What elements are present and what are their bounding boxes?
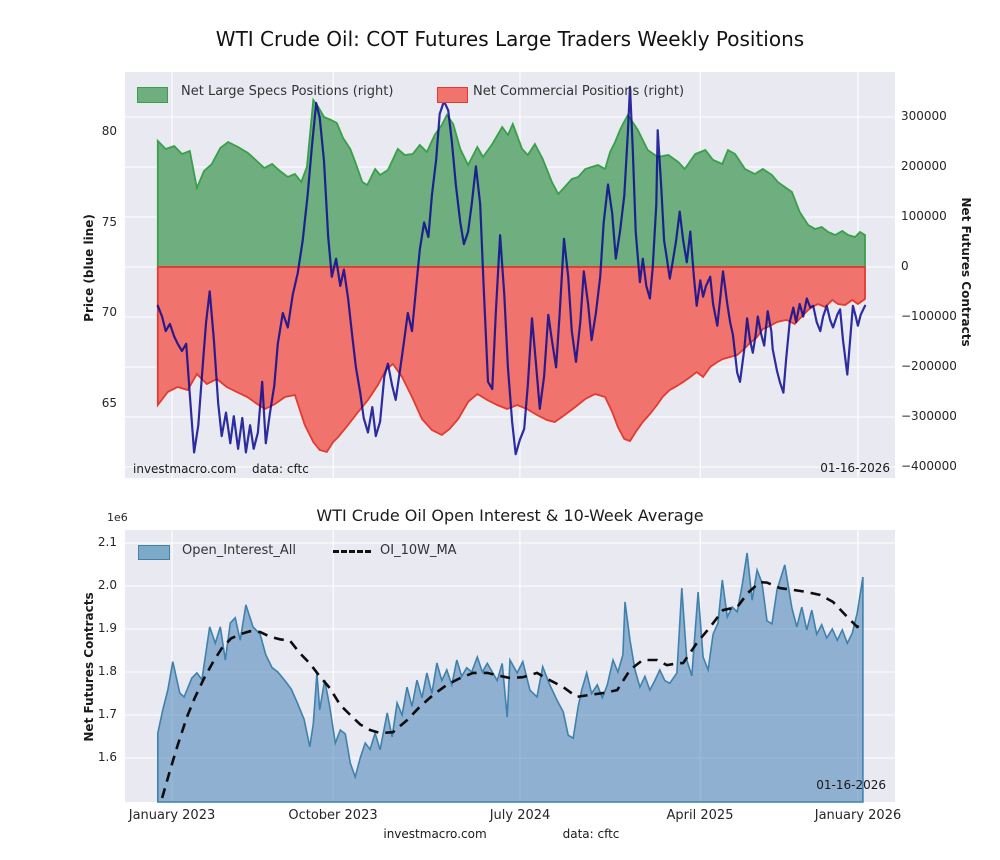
- oi-tick-label: 1.6: [97, 750, 117, 764]
- contracts-tick-label: −100000: [901, 309, 957, 323]
- x-tick-label: July 2024: [489, 808, 551, 823]
- top-source-annotation: investmacro.com: [133, 462, 237, 476]
- top-right-axis-label: Net Futures Contracts: [959, 197, 973, 347]
- contracts-tick-label: 300000: [901, 109, 947, 123]
- oi-tick-label: 1.7: [97, 707, 117, 721]
- oi-tick-label: 1.9: [97, 621, 117, 635]
- legend-label-open-interest: Open_Interest_All: [182, 543, 296, 558]
- oi-tick-label: 1.8: [97, 664, 117, 678]
- page-title: WTI Crude Oil: COT Futures Large Traders…: [215, 27, 805, 51]
- blue-area-legend-swatch: [138, 545, 170, 560]
- axis-offset-label: 1e6: [107, 511, 128, 524]
- footer-data-source: data: cftc: [562, 827, 620, 841]
- contracts-tick-label: −400000: [901, 459, 957, 473]
- contracts-tick-label: 100000: [901, 209, 947, 223]
- green-area-legend-swatch: [137, 87, 168, 103]
- bottom-date-annotation: 01-16-2026: [816, 778, 886, 792]
- x-tick-label: October 2023: [288, 808, 378, 823]
- contracts-tick-label: −200000: [901, 359, 957, 373]
- price-tick-label: 65: [101, 396, 117, 410]
- red-area-legend-swatch: [437, 87, 468, 103]
- contracts-tick-label: 200000: [901, 159, 947, 173]
- legend-label-large-specs: Net Large Specs Positions (right): [181, 84, 394, 99]
- legend-label-commercials: Net Commercial Positions (right): [473, 84, 685, 99]
- oi-tick-label: 2.0: [97, 578, 117, 592]
- x-tick-label: April 2025: [666, 808, 734, 823]
- x-tick-label: January 2026: [814, 808, 902, 823]
- contracts-tick-label: −300000: [901, 409, 957, 423]
- dashed-line-legend-sample: [333, 550, 371, 553]
- price-tick-label: 75: [101, 215, 117, 229]
- bottom-chart-title: WTI Crude Oil Open Interest & 10-Week Av…: [316, 506, 704, 525]
- top-date-annotation: 01-16-2026: [820, 461, 890, 475]
- footer-source: investmacro.com: [383, 827, 487, 841]
- top-data-source-annotation: data: cftc: [252, 462, 309, 476]
- legend-label-oi-ma: OI_10W_MA: [380, 543, 457, 558]
- price-tick-label: 70: [101, 305, 117, 319]
- oi-tick-label: 2.1: [97, 535, 117, 549]
- price-tick-label: 80: [101, 124, 117, 138]
- x-tick-label: January 2023: [128, 808, 216, 823]
- contracts-tick-label: 0: [901, 259, 909, 273]
